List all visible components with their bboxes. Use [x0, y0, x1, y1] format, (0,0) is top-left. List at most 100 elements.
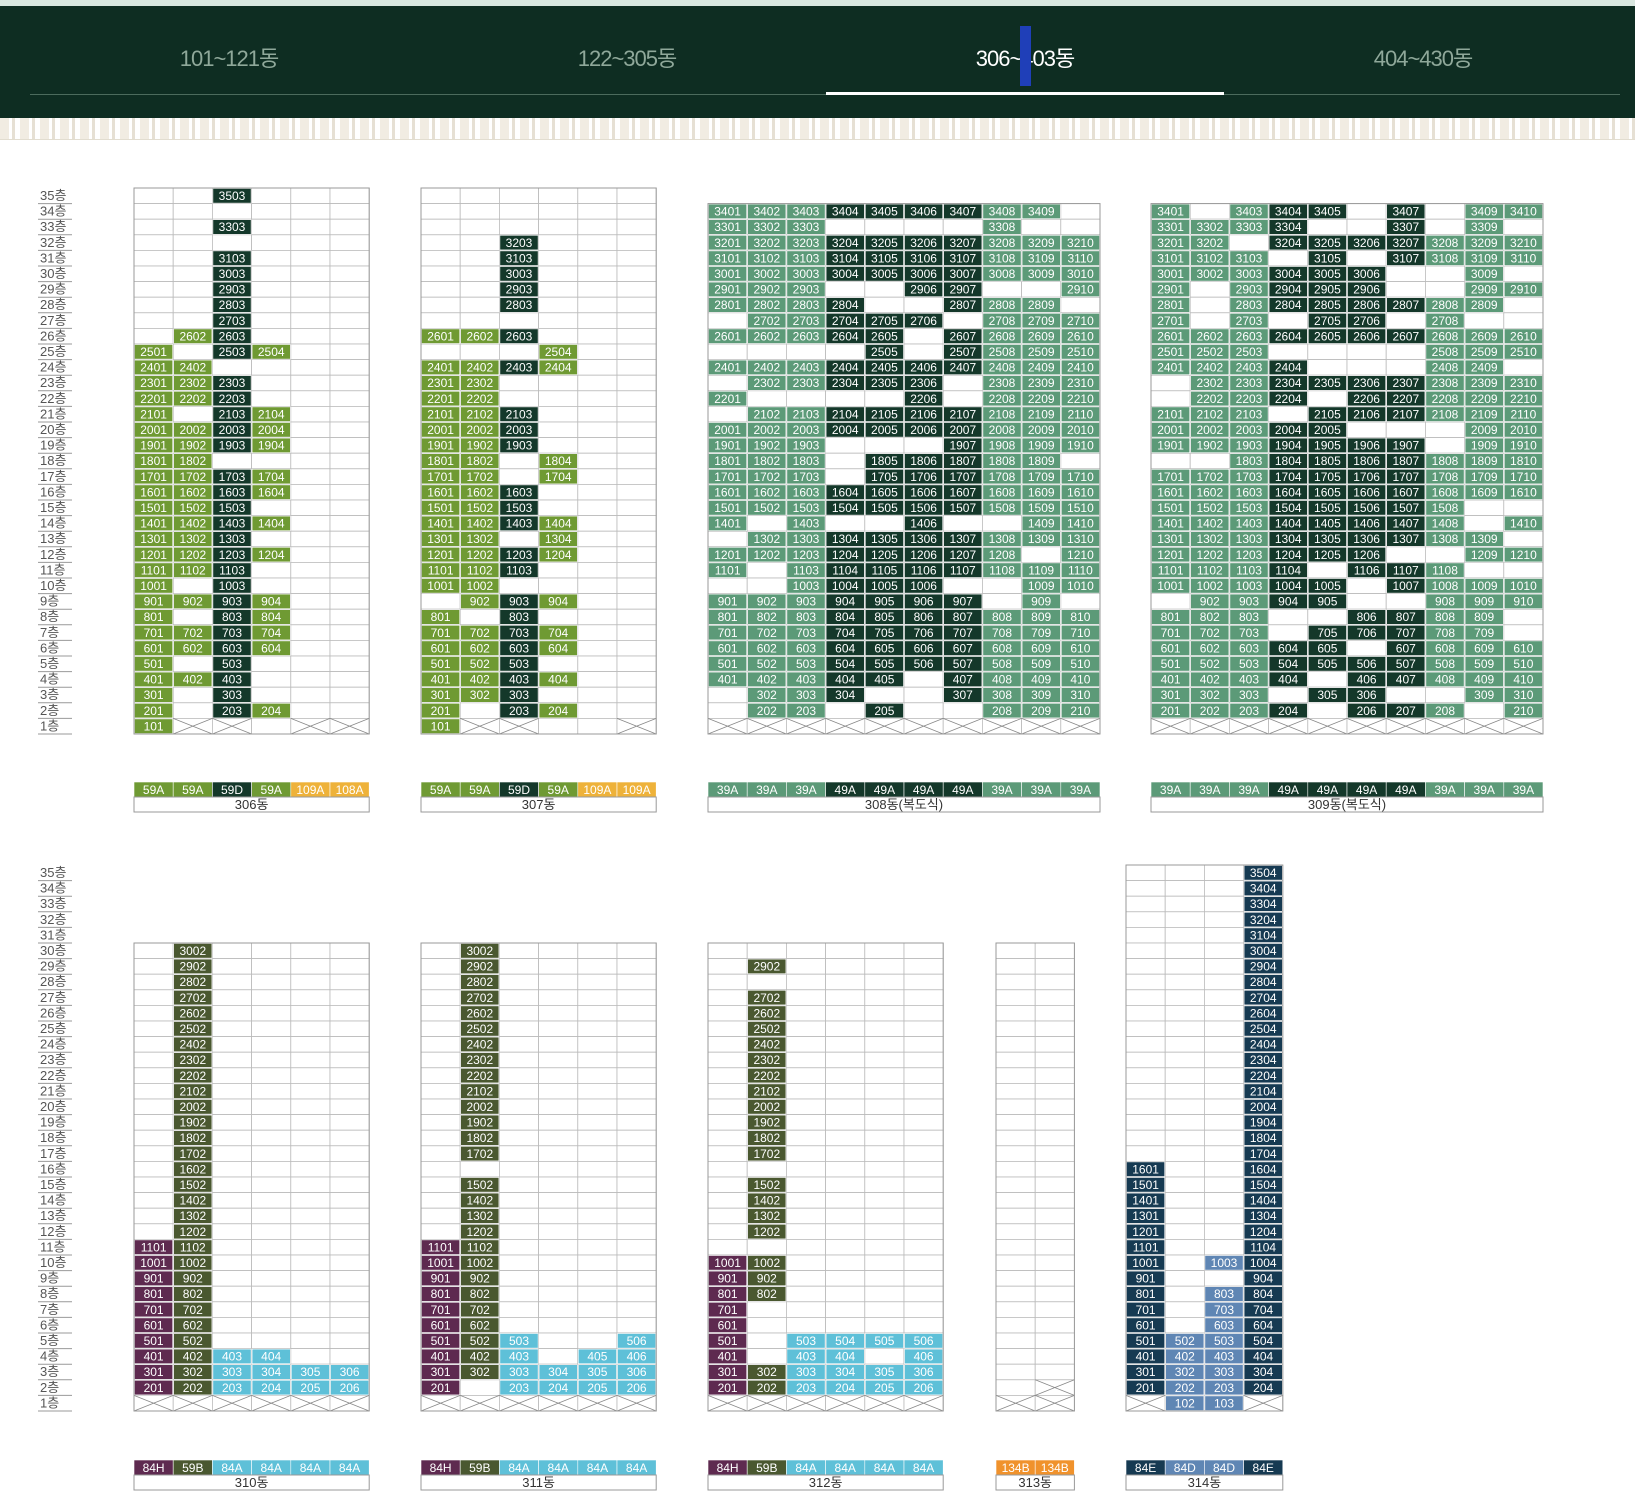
- unit-cell[interactable]: [499, 437, 539, 454]
- unit-cell[interactable]: [421, 422, 461, 438]
- unit-cell[interactable]: [173, 500, 213, 516]
- unit-cell[interactable]: [499, 359, 539, 376]
- unit-cell[interactable]: [421, 609, 461, 625]
- unit-cell[interactable]: [251, 640, 291, 656]
- unit-cell[interactable]: [173, 562, 213, 578]
- unit-cell[interactable]: [212, 593, 252, 609]
- unit-cell[interactable]: [460, 453, 500, 469]
- unit-cell[interactable]: [421, 453, 461, 469]
- unit-cell[interactable]: [421, 578, 461, 594]
- unit-cell[interactable]: [538, 546, 578, 563]
- unit-cell[interactable]: [212, 515, 252, 531]
- unit-cell[interactable]: [212, 562, 252, 578]
- unit-cell[interactable]: [499, 593, 539, 609]
- unit-cell[interactable]: [173, 593, 213, 609]
- unit-cell[interactable]: [499, 484, 539, 500]
- unit-cell[interactable]: [212, 406, 252, 422]
- unit-cell[interactable]: [212, 484, 252, 500]
- unit-cell[interactable]: [421, 640, 461, 656]
- unit-cell[interactable]: [421, 656, 461, 672]
- unit-cell[interactable]: [173, 531, 213, 547]
- unit-cell[interactable]: [499, 609, 539, 625]
- unit-cell[interactable]: [212, 281, 252, 298]
- unit-cell[interactable]: [499, 406, 539, 422]
- unit-cell[interactable]: [173, 640, 213, 656]
- unit-cell[interactable]: [538, 671, 578, 687]
- unit-cell[interactable]: [538, 702, 578, 719]
- unit-cell[interactable]: [460, 437, 500, 454]
- unit-cell[interactable]: [251, 422, 291, 438]
- unit-cell[interactable]: [173, 390, 213, 407]
- unit-cell[interactable]: [460, 484, 500, 500]
- unit-cell[interactable]: [460, 656, 500, 672]
- unit-cell[interactable]: [499, 266, 539, 282]
- unit-cell[interactable]: [212, 702, 252, 719]
- unit-cell[interactable]: [212, 578, 252, 594]
- unit-cell[interactable]: [173, 484, 213, 500]
- unit-cell[interactable]: [421, 702, 461, 719]
- unit-cell[interactable]: [251, 609, 291, 625]
- unit-cell[interactable]: [538, 344, 578, 360]
- unit-cell[interactable]: [212, 344, 252, 360]
- unit-cell[interactable]: [251, 515, 291, 531]
- unit-cell[interactable]: [499, 328, 539, 344]
- unit-cell[interactable]: [173, 422, 213, 438]
- unit-cell[interactable]: [499, 624, 539, 641]
- unit-cell[interactable]: [212, 687, 252, 703]
- unit-cell[interactable]: [499, 640, 539, 656]
- tab-122-305[interactable]: 122~305동: [577, 46, 678, 71]
- unit-cell[interactable]: [460, 624, 500, 641]
- unit-cell[interactable]: [421, 515, 461, 531]
- unit-cell[interactable]: [499, 500, 539, 516]
- unit-cell[interactable]: [499, 671, 539, 687]
- unit-cell[interactable]: [460, 422, 500, 438]
- unit-cell[interactable]: [212, 328, 252, 344]
- unit-cell[interactable]: [421, 328, 461, 344]
- unit-cell[interactable]: [251, 468, 291, 485]
- unit-cell[interactable]: [538, 468, 578, 485]
- unit-cell[interactable]: [173, 515, 213, 531]
- unit-cell[interactable]: [499, 250, 539, 266]
- unit-cell[interactable]: [212, 468, 252, 485]
- unit-cell[interactable]: [538, 593, 578, 609]
- unit-cell[interactable]: [251, 484, 291, 500]
- unit-cell[interactable]: [499, 562, 539, 578]
- unit-cell[interactable]: [173, 453, 213, 469]
- unit-cell[interactable]: [499, 235, 539, 251]
- unit-cell[interactable]: [421, 375, 461, 391]
- unit-cell[interactable]: [212, 266, 252, 282]
- tab-101-121[interactable]: 101~121동: [179, 46, 280, 71]
- unit-cell[interactable]: [212, 297, 252, 313]
- unit-cell[interactable]: [421, 624, 461, 641]
- unit-cell[interactable]: [460, 500, 500, 516]
- unit-cell[interactable]: [173, 671, 213, 687]
- unit-cell[interactable]: [212, 437, 252, 454]
- unit-cell[interactable]: [421, 546, 461, 563]
- unit-cell[interactable]: [460, 515, 500, 531]
- unit-cell[interactable]: [421, 437, 461, 454]
- unit-cell[interactable]: [499, 422, 539, 438]
- unit-cell[interactable]: [212, 250, 252, 266]
- unit-cell[interactable]: [538, 359, 578, 376]
- unit-cell[interactable]: [460, 562, 500, 578]
- unit-cell[interactable]: [212, 390, 252, 407]
- tab-404-430[interactable]: 404~430동: [1373, 46, 1474, 71]
- unit-cell[interactable]: [421, 390, 461, 407]
- unit-cell[interactable]: [460, 375, 500, 391]
- unit-cell[interactable]: [538, 624, 578, 641]
- unit-cell[interactable]: [538, 515, 578, 531]
- unit-cell[interactable]: [499, 702, 539, 719]
- unit-cell[interactable]: [499, 515, 539, 531]
- unit-cell[interactable]: [212, 312, 252, 329]
- unit-cell[interactable]: [538, 640, 578, 656]
- unit-cell[interactable]: [212, 640, 252, 656]
- unit-cell[interactable]: [173, 437, 213, 454]
- unit-cell[interactable]: [460, 390, 500, 407]
- unit-cell[interactable]: [212, 671, 252, 687]
- unit-cell[interactable]: [251, 702, 291, 719]
- unit-cell[interactable]: [173, 624, 213, 641]
- unit-cell[interactable]: [460, 328, 500, 344]
- unit-cell[interactable]: [251, 624, 291, 641]
- unit-cell[interactable]: [421, 484, 461, 500]
- unit-cell[interactable]: [212, 422, 252, 438]
